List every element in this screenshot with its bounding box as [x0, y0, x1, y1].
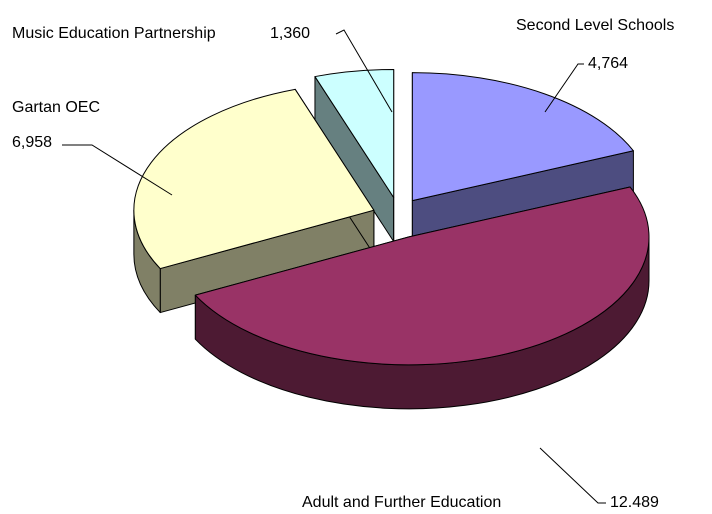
value-label: 1,360 — [270, 25, 310, 42]
value-label: 12.489 — [610, 494, 659, 511]
slice — [411, 72, 634, 202]
leader-line — [335, 29, 393, 113]
value-label: 4,764 — [588, 55, 628, 72]
leader-line — [539, 447, 606, 504]
value-label: 6,958 — [12, 134, 52, 151]
slice — [194, 186, 650, 366]
pie — [133, 68, 650, 410]
category-label: Adult and Further Education — [302, 494, 501, 511]
leader-line — [544, 63, 584, 113]
slice — [314, 68, 395, 198]
leader-line — [62, 144, 173, 196]
category-label: Second Level Schools — [516, 17, 674, 34]
slice — [133, 88, 375, 270]
category-label: Gartan OEC — [12, 99, 100, 116]
labels: Second Level Schools 4,764 Music Educati… — [12, 17, 674, 511]
category-label: Music Education Partnership — [12, 25, 216, 42]
